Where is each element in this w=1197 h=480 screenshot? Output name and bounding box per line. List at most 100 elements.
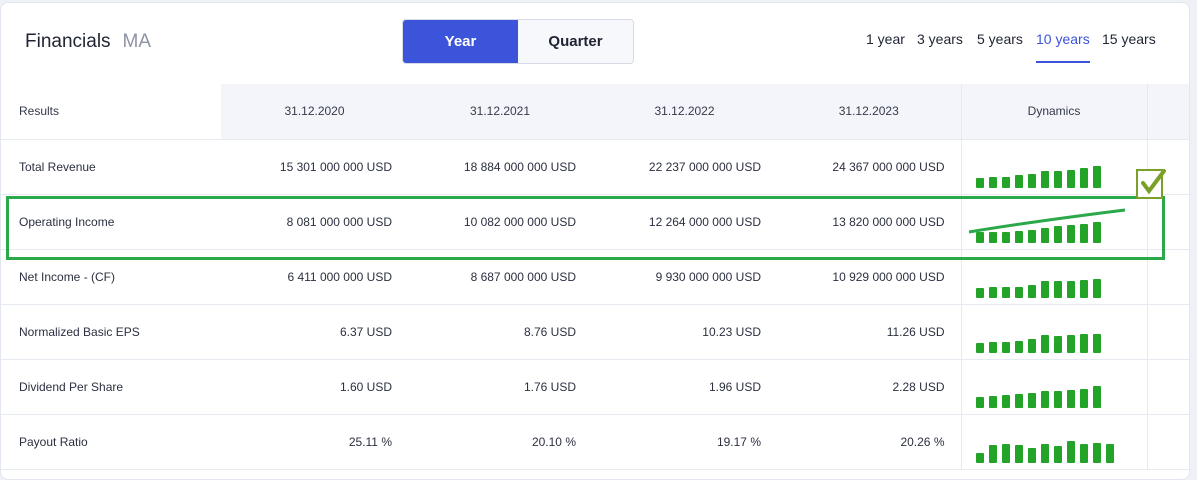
sparkline-bar <box>1014 174 1023 188</box>
sparkline-bar <box>1066 280 1075 298</box>
sparkline-bar <box>1092 165 1101 188</box>
row-label: Dividend Per Share <box>1 359 221 415</box>
column-header-dynamics: Dynamics <box>960 84 1148 140</box>
column-header-2020: 31.12.2020 <box>221 84 408 140</box>
sparkline-bar <box>1092 333 1101 353</box>
sparkline-bar <box>975 287 984 298</box>
sparkline-bar <box>1079 223 1088 243</box>
table-row[interactable]: Payout Ratio 25.11 % 20.10 % 19.17 % 20.… <box>1 414 1189 470</box>
sparkline-bar <box>1014 230 1023 243</box>
sparkline-bar <box>1066 440 1075 463</box>
row-value: 6.37 USD <box>221 304 408 360</box>
table-row[interactable]: Dividend Per Share 1.60 USD 1.76 USD 1.9… <box>1 359 1189 415</box>
row-label: Normalized Basic EPS <box>1 304 221 360</box>
sparkline-bar <box>1079 167 1088 188</box>
sparkline-bar <box>988 444 997 463</box>
sparkline-bar <box>1053 335 1062 353</box>
sparkline-bar <box>1105 443 1114 463</box>
column-header-2023: 31.12.2023 <box>777 84 961 140</box>
sparkline-bar <box>1014 444 1023 463</box>
row-value: 10.23 USD <box>592 304 777 360</box>
sparkline-bar <box>975 452 984 463</box>
table-row[interactable]: Normalized Basic EPS 6.37 USD 8.76 USD 1… <box>1 304 1189 360</box>
page-title: Financials MA <box>25 31 151 53</box>
sparkline-bar <box>1053 170 1062 188</box>
row-value: 13 820 000 000 USD <box>777 194 961 250</box>
sparkline-bar <box>988 231 997 243</box>
sparkline-bar <box>1014 286 1023 298</box>
sparkline-bar <box>1027 284 1036 298</box>
dynamics-sparkline <box>960 304 1148 360</box>
sparkline-bar <box>1014 393 1023 408</box>
row-value: 8 081 000 000 USD <box>221 194 408 250</box>
sparkline-bar <box>1027 338 1036 353</box>
sparkline-bar <box>1001 394 1010 408</box>
sparkline-bar <box>1053 225 1062 243</box>
sparkline-bar <box>988 341 997 353</box>
sparkline-bar <box>1040 390 1049 408</box>
year-toggle-button[interactable]: Year <box>403 20 518 63</box>
ticker-label: MA <box>122 31 152 52</box>
row-value: 1.76 USD <box>408 359 592 415</box>
sparkline-bar <box>975 396 984 408</box>
row-value: 11.26 USD <box>777 304 961 360</box>
row-value: 22 237 000 000 USD <box>592 139 777 195</box>
dynamics-sparkline <box>960 194 1148 250</box>
sparkline-bar <box>1001 286 1010 298</box>
sparkline-bar <box>1040 170 1049 188</box>
row-value: 8.76 USD <box>408 304 592 360</box>
row-value: 24 367 000 000 USD <box>777 139 961 195</box>
sparkline-bar <box>1053 390 1062 408</box>
row-value: 20.26 % <box>777 414 961 470</box>
row-spacer <box>1147 249 1189 305</box>
dynamics-sparkline <box>960 414 1148 470</box>
row-spacer <box>1147 359 1189 415</box>
row-value: 9 930 000 000 USD <box>592 249 777 305</box>
row-value: 8 687 000 000 USD <box>408 249 592 305</box>
sparkline-bar <box>1066 224 1075 243</box>
row-spacer <box>1147 304 1189 360</box>
header-spacer <box>1147 84 1189 140</box>
row-value: 12 264 000 000 USD <box>592 194 777 250</box>
row-value: 25.11 % <box>221 414 408 470</box>
sparkline-bar <box>1001 341 1010 353</box>
underline-stroke-annotation <box>968 208 1126 234</box>
table-row[interactable]: Operating Income 8 081 000 000 USD 10 08… <box>1 194 1189 250</box>
column-header-2022: 31.12.2022 <box>592 84 777 140</box>
row-value: 6 411 000 000 USD <box>221 249 408 305</box>
sparkline-bar <box>1092 278 1101 298</box>
sparkline-bar <box>1079 443 1088 463</box>
range-tabs: 1 year 3 years 5 years 10 years 15 years <box>849 31 1189 65</box>
sparkline-bar <box>1040 227 1049 243</box>
row-value: 10 082 000 000 USD <box>408 194 592 250</box>
row-label: Total Revenue <box>1 139 221 195</box>
sparkline-bar <box>1040 443 1049 463</box>
dynamics-sparkline <box>960 249 1148 305</box>
quarter-toggle-button[interactable]: Quarter <box>518 20 633 63</box>
row-value: 19.17 % <box>592 414 777 470</box>
row-value: 1.60 USD <box>221 359 408 415</box>
row-label: Net Income - (CF) <box>1 249 221 305</box>
tab-1-year[interactable]: 1 year <box>866 31 905 47</box>
sparkline-bar <box>1001 231 1010 243</box>
row-value: 1.96 USD <box>592 359 777 415</box>
row-spacer <box>1147 414 1189 470</box>
sparkline-bar <box>1027 229 1036 243</box>
sparkline-bar <box>1001 443 1010 463</box>
tab-15-years[interactable]: 15 years <box>1102 31 1156 47</box>
tab-10-years[interactable]: 10 years <box>1036 31 1090 63</box>
table-row[interactable]: Net Income - (CF) 6 411 000 000 USD 8 68… <box>1 249 1189 305</box>
column-header-2021: 31.12.2021 <box>408 84 592 140</box>
sparkline-bar <box>1066 389 1075 408</box>
tab-3-years[interactable]: 3 years <box>917 31 963 47</box>
checkmark-icon <box>1136 169 1166 199</box>
sparkline-bar <box>1066 169 1075 188</box>
tab-5-years[interactable]: 5 years <box>977 31 1023 47</box>
table-row[interactable]: Total Revenue 15 301 000 000 USD 18 884 … <box>1 139 1189 195</box>
column-header-results: Results <box>1 84 221 140</box>
sparkline-bar <box>975 177 984 188</box>
title-text: Financials <box>25 31 111 52</box>
period-type-toggle: Year Quarter <box>402 19 634 64</box>
sparkline-bar <box>1066 334 1075 353</box>
